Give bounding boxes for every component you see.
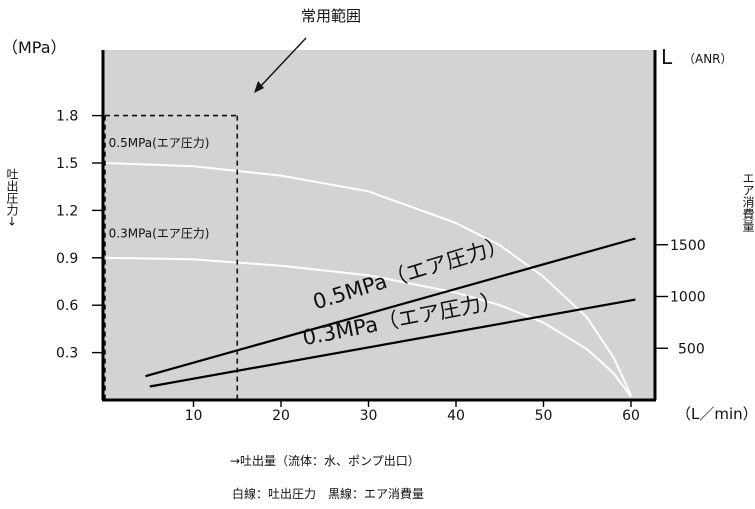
y-left-tick-label: 1.2 <box>56 203 78 219</box>
series-line-air-3 <box>149 298 636 388</box>
series-label-pressure-1: 0.3MPa(エア圧力) <box>109 226 210 240</box>
x-tick-label: 30 <box>360 408 378 424</box>
series-line-air-2 <box>145 237 636 378</box>
x-tick-label: 10 <box>185 408 203 424</box>
legend-note: 白線：吐出圧力 黒線：エア消費量 <box>232 486 424 501</box>
series-label-pressure-0: 0.5MPa(エア圧力) <box>109 136 210 150</box>
annotation-arrow-head <box>254 81 264 93</box>
plot-area <box>103 50 655 400</box>
y-left-tick-label: 0.3 <box>56 346 78 362</box>
x-tick-label: 50 <box>535 408 553 424</box>
y-left-tick-label: 1.5 <box>56 156 78 172</box>
left-axis-unit: （MPa） <box>2 38 67 57</box>
right-axis-title: エア消費量 <box>741 172 755 232</box>
left-axis-title: 吐出圧力→ <box>5 168 19 227</box>
annotation-arrow-line <box>258 37 307 89</box>
y-left-tick-label: 1.8 <box>56 109 78 125</box>
x-tick-label: 40 <box>447 408 465 424</box>
right-axis-unit-detail: （ANR） <box>683 52 733 66</box>
y-right-tick-label: 1000 <box>670 290 706 306</box>
common-range-annotation: 常用範囲 <box>301 7 361 25</box>
x-tick-label: 60 <box>622 408 640 424</box>
y-right-tick-label: 500 <box>678 341 705 357</box>
y-left-tick-label: 0.6 <box>56 298 78 314</box>
right-axis-unit-letter: L <box>661 45 673 69</box>
x-axis-unit: （L／min） <box>676 405 755 423</box>
x-axis-title: →吐出量（流体：水、ポンプ出口） <box>230 454 420 468</box>
x-tick-label: 20 <box>272 408 290 424</box>
y-right-tick-label: 1500 <box>670 238 706 254</box>
y-left-tick-label: 0.9 <box>56 251 78 267</box>
